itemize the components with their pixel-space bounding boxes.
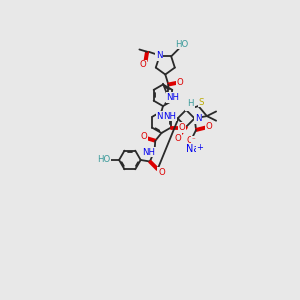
Text: +: + xyxy=(196,143,203,152)
Text: O: O xyxy=(174,134,181,143)
Text: HO: HO xyxy=(97,155,110,164)
Text: H: H xyxy=(188,99,194,108)
Text: O: O xyxy=(187,136,193,145)
Text: O: O xyxy=(177,78,183,87)
Text: O: O xyxy=(206,122,213,130)
Text: O: O xyxy=(140,132,147,141)
Text: ⁻: ⁻ xyxy=(191,137,195,143)
Text: N: N xyxy=(195,114,202,123)
Text: NH: NH xyxy=(167,93,179,102)
Text: H: H xyxy=(186,102,192,111)
Text: NH: NH xyxy=(164,112,176,121)
Text: HO: HO xyxy=(175,40,189,49)
Text: O: O xyxy=(158,168,165,177)
Text: O: O xyxy=(179,123,186,132)
Text: Na: Na xyxy=(186,144,200,154)
Text: S: S xyxy=(199,98,204,107)
Text: NH: NH xyxy=(142,148,155,157)
Text: O: O xyxy=(139,60,146,69)
Text: NH: NH xyxy=(157,112,169,121)
Text: N: N xyxy=(156,51,163,60)
